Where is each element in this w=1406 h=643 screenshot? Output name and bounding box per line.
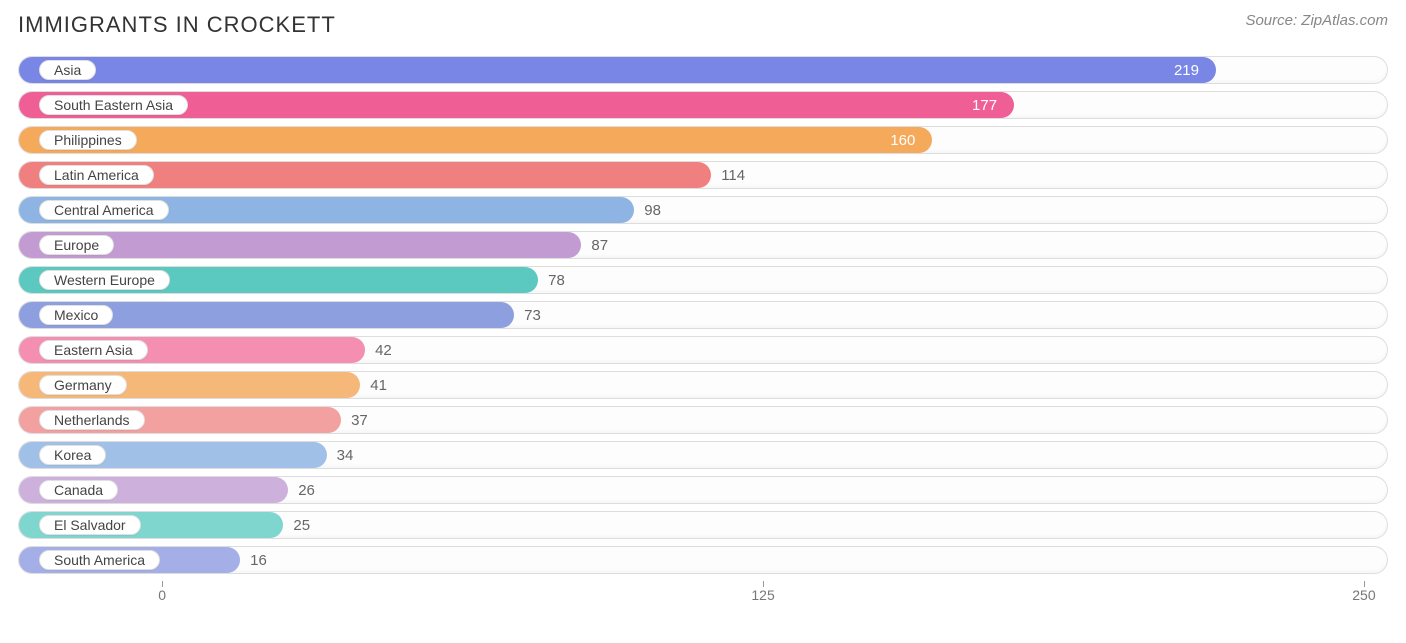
chart-row: South Eastern Asia 177 xyxy=(18,91,1388,119)
value-label: 16 xyxy=(250,547,267,573)
chart-row: Korea 34 xyxy=(18,441,1388,469)
category-label: Canada xyxy=(39,480,118,500)
category-label: Netherlands xyxy=(39,410,145,430)
value-label: 219 xyxy=(1174,57,1199,83)
value-label: 73 xyxy=(524,302,541,328)
category-label: Germany xyxy=(39,375,127,395)
chart-bar xyxy=(19,127,932,153)
chart-row: Netherlands 37 xyxy=(18,406,1388,434)
chart-row: Western Europe 78 xyxy=(18,266,1388,294)
axis-tick-label: 250 xyxy=(1352,587,1375,603)
chart-bar xyxy=(19,57,1216,83)
value-label: 78 xyxy=(548,267,565,293)
value-label: 87 xyxy=(591,232,608,258)
category-label: Central America xyxy=(39,200,169,220)
category-label: El Salvador xyxy=(39,515,141,535)
value-label: 98 xyxy=(644,197,661,223)
x-axis: 0 125 250 xyxy=(18,581,1388,605)
chart-source: Source: ZipAtlas.com xyxy=(1245,12,1388,29)
category-label: Asia xyxy=(39,60,96,80)
chart-row: Germany 41 xyxy=(18,371,1388,399)
bar-chart: Asia 219 South Eastern Asia 177 Philippines 1… xyxy=(18,56,1388,605)
chart-row: Central America 98 xyxy=(18,196,1388,224)
chart-row: Philippines 160 xyxy=(18,126,1388,154)
chart-title: IMMIGRANTS IN CROCKETT xyxy=(18,12,336,38)
category-label: Mexico xyxy=(39,305,113,325)
value-label: 41 xyxy=(370,372,387,398)
chart-row: Mexico 73 xyxy=(18,301,1388,329)
chart-row: Asia 219 xyxy=(18,56,1388,84)
category-label: Philippines xyxy=(39,130,137,150)
category-label: Eastern Asia xyxy=(39,340,148,360)
category-label: Europe xyxy=(39,235,114,255)
category-label: South Eastern Asia xyxy=(39,95,188,115)
value-label: 160 xyxy=(890,127,915,153)
value-label: 26 xyxy=(298,477,315,503)
category-label: Korea xyxy=(39,445,106,465)
value-label: 42 xyxy=(375,337,392,363)
category-label: Latin America xyxy=(39,165,154,185)
axis-tick-label: 0 xyxy=(158,587,166,603)
chart-row: South America 16 xyxy=(18,546,1388,574)
value-label: 114 xyxy=(721,162,745,188)
chart-row: Canada 26 xyxy=(18,476,1388,504)
value-label: 25 xyxy=(293,512,310,538)
value-label: 34 xyxy=(337,442,354,468)
category-label: Western Europe xyxy=(39,270,170,290)
chart-row: Europe 87 xyxy=(18,231,1388,259)
axis-tick-label: 125 xyxy=(751,587,774,603)
chart-row: Eastern Asia 42 xyxy=(18,336,1388,364)
chart-row: El Salvador 25 xyxy=(18,511,1388,539)
category-label: South America xyxy=(39,550,160,570)
chart-row: Latin America 114 xyxy=(18,161,1388,189)
value-label: 177 xyxy=(972,92,997,118)
value-label: 37 xyxy=(351,407,368,433)
